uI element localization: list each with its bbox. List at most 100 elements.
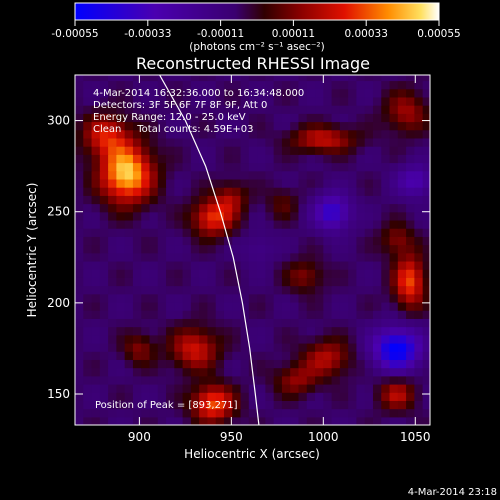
heatmap-pixel <box>389 178 399 188</box>
heatmap-pixel <box>306 367 316 377</box>
heatmap-pixel <box>414 400 424 410</box>
heatmap-pixel <box>290 187 300 196</box>
heatmap-pixel <box>281 342 291 352</box>
heatmap-pixel <box>166 105 175 114</box>
heatmap-pixel <box>75 351 84 360</box>
heatmap-pixel <box>99 326 109 336</box>
info-line-detectors: Detectors: 3F 5F 6F 7F 8F 9F, Att 0 <box>93 100 267 111</box>
heatmap-pixel <box>141 146 151 155</box>
heatmap-pixel <box>364 260 374 270</box>
heatmap-pixel <box>248 285 258 295</box>
heatmap-pixel <box>240 162 250 172</box>
heatmap-pixel <box>149 219 159 229</box>
heatmap-pixel <box>190 318 200 328</box>
heatmap-pixel <box>124 375 134 385</box>
heatmap-pixel <box>199 375 209 385</box>
heatmap-pixel <box>240 154 250 164</box>
heatmap-pixel <box>132 113 142 123</box>
heatmap-pixel <box>99 121 109 131</box>
heatmap-pixel <box>83 154 93 164</box>
heatmap-pixel <box>306 293 316 303</box>
heatmap-pixel <box>232 170 242 180</box>
heatmap-pixel <box>108 310 117 319</box>
heatmap-pixel <box>91 269 101 278</box>
heatmap-pixel <box>91 277 101 287</box>
heatmap-pixel <box>273 301 283 311</box>
heatmap-pixel <box>91 75 101 82</box>
heatmap-pixel <box>414 260 424 270</box>
heatmap-pixel <box>339 96 349 106</box>
heatmap-pixel <box>248 211 258 221</box>
heatmap-pixel <box>207 285 217 295</box>
heatmap-pixel <box>182 334 192 344</box>
heatmap-pixel <box>116 228 126 237</box>
heatmap-pixel <box>406 195 415 205</box>
heatmap-pixel <box>389 310 399 319</box>
heatmap-pixel <box>257 285 266 295</box>
heatmap-pixel <box>265 269 275 278</box>
heatmap-pixel <box>199 260 209 270</box>
heatmap-pixel <box>331 129 341 139</box>
heatmap-pixel <box>323 170 333 180</box>
heatmap-pixel <box>199 146 209 155</box>
heatmap-pixel <box>323 342 333 352</box>
heatmap-pixel <box>381 252 391 262</box>
heatmap-pixel <box>381 408 391 418</box>
heatmap-pixel <box>397 408 407 418</box>
heatmap-pixel <box>83 113 93 123</box>
heatmap-pixel <box>414 146 424 155</box>
heatmap-pixel <box>108 326 117 336</box>
heatmap-pixel <box>414 375 424 385</box>
heatmap-pixel <box>306 228 316 237</box>
heatmap-pixel <box>182 293 192 303</box>
heatmap-pixel <box>232 146 242 155</box>
heatmap-pixel <box>124 342 134 352</box>
heatmap-pixel <box>174 203 184 213</box>
heatmap-pixel <box>240 187 250 196</box>
heatmap-pixel <box>348 400 358 410</box>
heatmap-pixel <box>372 178 382 188</box>
heatmap-pixel <box>99 367 109 377</box>
heatmap-pixel <box>174 383 184 393</box>
heatmap-pixel <box>99 351 109 360</box>
heatmap-pixel <box>240 203 250 213</box>
heatmap-pixel <box>124 285 134 295</box>
heatmap-pixel <box>290 400 300 410</box>
colorbar-tick-label: -0.00033 <box>124 28 171 40</box>
heatmap-pixel <box>348 75 358 82</box>
heatmap-pixel <box>364 334 374 344</box>
heatmap-pixel <box>306 285 316 295</box>
heatmap-pixel <box>91 154 101 164</box>
heatmap-pixel <box>257 105 266 114</box>
heatmap-pixel <box>315 96 324 106</box>
heatmap-pixel <box>281 392 291 401</box>
heatmap-pixel <box>273 285 283 295</box>
heatmap-pixel <box>348 416 358 425</box>
heatmap-pixel <box>389 203 399 213</box>
heatmap-pixel <box>281 408 291 418</box>
x-tick-label: 1050 <box>400 430 431 444</box>
heatmap-pixel <box>414 318 424 328</box>
heatmap-pixel <box>290 244 300 254</box>
heatmap-pixel <box>108 75 117 82</box>
heatmap-pixel <box>108 219 117 229</box>
heatmap-pixel <box>240 408 250 418</box>
heatmap-pixel <box>372 75 382 82</box>
heatmap-pixel <box>397 75 407 82</box>
heatmap-pixel <box>207 236 217 246</box>
heatmap-pixel <box>240 88 250 98</box>
chart-title: Reconstructed RHESSI Image <box>136 54 370 73</box>
heatmap-pixel <box>414 408 424 418</box>
heatmap-pixel <box>223 154 233 164</box>
heatmap-pixel <box>174 228 184 237</box>
heatmap-pixel <box>356 121 366 131</box>
heatmap-pixel <box>99 228 109 237</box>
heatmap-pixel <box>356 359 366 369</box>
heatmap-pixel <box>83 137 93 147</box>
heatmap-pixel <box>298 252 308 262</box>
heatmap-pixel <box>190 178 200 188</box>
heatmap-pixel <box>190 252 200 262</box>
heatmap-pixel <box>248 408 258 418</box>
heatmap-pixel <box>174 195 184 205</box>
heatmap-pixel <box>199 137 209 147</box>
